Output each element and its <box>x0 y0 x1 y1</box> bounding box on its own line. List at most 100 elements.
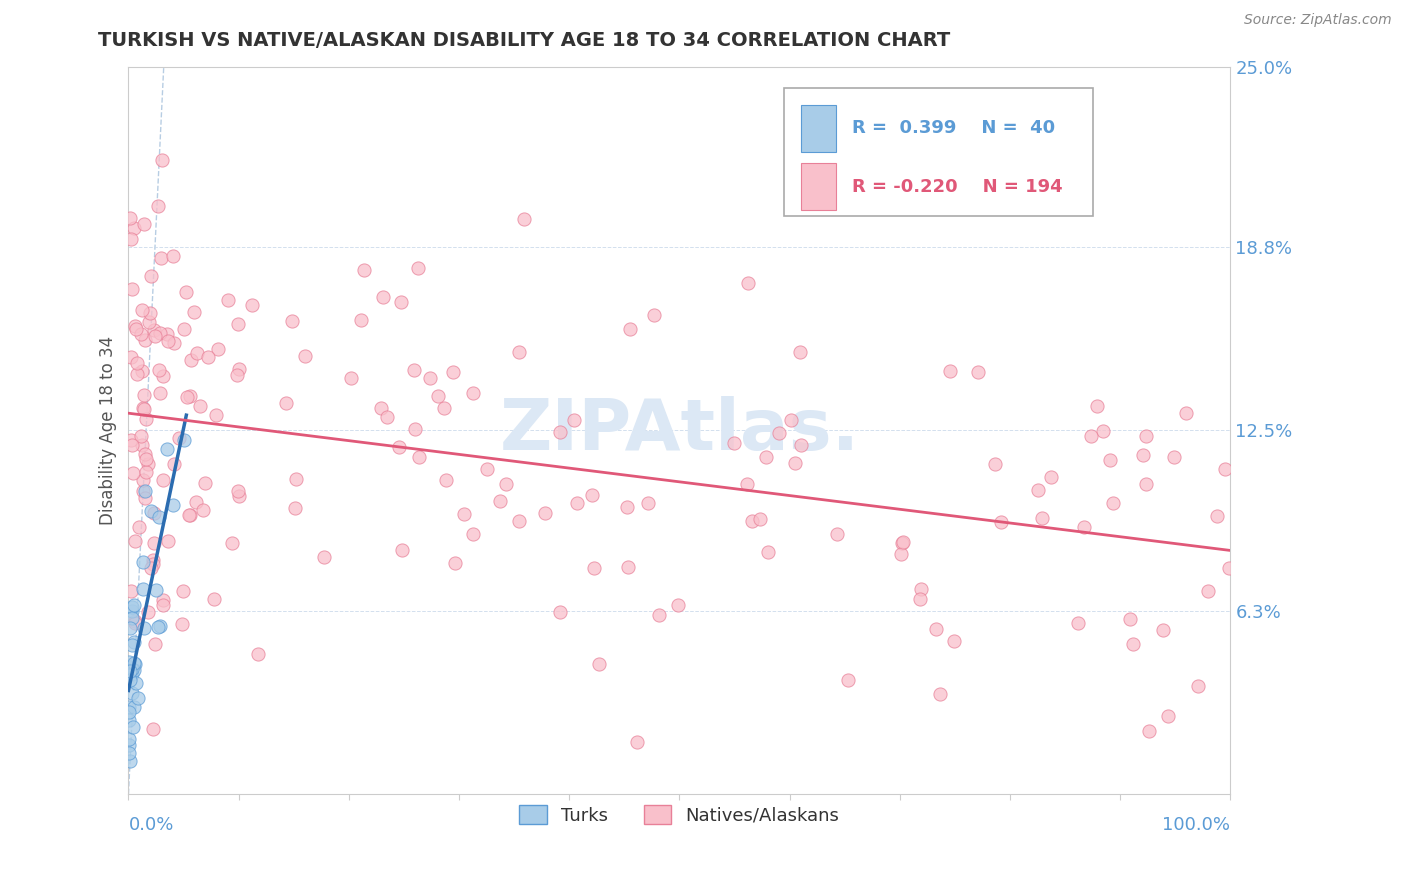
Point <box>1137 724 1160 739</box>
Point <box>340 371 363 385</box>
Point <box>221 536 243 550</box>
Point <box>120 584 142 599</box>
Point <box>121 438 143 452</box>
Point <box>284 471 307 485</box>
Point <box>172 617 194 632</box>
Point <box>1099 453 1122 467</box>
Point <box>666 598 689 612</box>
Bar <box>800 104 837 152</box>
Point <box>134 491 156 505</box>
Point <box>402 363 425 377</box>
Point <box>837 673 859 688</box>
Point <box>910 592 932 607</box>
Point <box>389 295 412 310</box>
Point <box>132 582 155 597</box>
Point <box>453 507 475 521</box>
Point <box>124 663 146 677</box>
Point <box>891 535 914 549</box>
Point <box>121 720 143 734</box>
Point <box>648 608 671 623</box>
Point <box>121 685 143 699</box>
Point <box>1067 615 1090 630</box>
Point <box>197 350 219 364</box>
Point <box>121 282 143 296</box>
Point <box>152 599 174 613</box>
Point <box>128 520 150 534</box>
Point <box>134 447 156 461</box>
Point <box>433 401 456 415</box>
Point <box>193 503 215 517</box>
Text: TURKISH VS NATIVE/ALASKAN DISABILITY AGE 18 TO 34 CORRELATION CHART: TURKISH VS NATIVE/ALASKAN DISABILITY AGE… <box>98 31 950 50</box>
Point <box>391 543 413 558</box>
Point <box>1206 509 1229 524</box>
Point <box>737 477 759 491</box>
Point <box>737 277 759 291</box>
Point <box>1102 496 1125 510</box>
Point <box>548 425 571 439</box>
Point <box>138 605 160 619</box>
Point <box>122 221 145 235</box>
Point <box>489 493 512 508</box>
Point <box>148 509 170 524</box>
Point <box>172 584 194 599</box>
Point <box>1218 560 1240 574</box>
Point <box>145 582 167 597</box>
Point <box>1119 612 1142 626</box>
Point <box>280 314 302 328</box>
Point <box>120 211 142 226</box>
Point <box>142 723 165 737</box>
Point <box>135 465 157 479</box>
Point <box>723 436 745 450</box>
Point <box>194 476 217 491</box>
Point <box>1080 429 1102 443</box>
Point <box>217 293 239 307</box>
Point <box>118 746 141 760</box>
Point <box>125 356 148 370</box>
Point <box>176 390 198 404</box>
Point <box>967 365 990 379</box>
Point <box>120 621 142 635</box>
Point <box>1132 448 1154 462</box>
Point <box>131 302 153 317</box>
Point <box>131 473 153 487</box>
Text: R = -0.220    N = 194: R = -0.220 N = 194 <box>852 178 1063 195</box>
Point <box>131 364 153 378</box>
Point <box>928 687 950 701</box>
Point <box>228 362 250 376</box>
Point <box>443 365 465 379</box>
Point <box>143 329 166 343</box>
Point <box>149 385 172 400</box>
Point <box>461 386 484 401</box>
Point <box>148 363 170 377</box>
Point <box>173 322 195 336</box>
Point <box>1122 637 1144 651</box>
Point <box>173 433 195 447</box>
Point <box>581 488 603 502</box>
Point <box>162 498 184 512</box>
Point <box>513 211 536 226</box>
Point <box>789 344 811 359</box>
Point <box>408 450 430 464</box>
Text: Source: ZipAtlas.com: Source: ZipAtlas.com <box>1244 13 1392 28</box>
Point <box>118 655 141 669</box>
Y-axis label: Disability Age 18 to 34: Disability Age 18 to 34 <box>100 335 117 524</box>
Point <box>120 232 142 246</box>
Point <box>404 421 426 435</box>
Point <box>616 500 638 515</box>
Point <box>167 431 190 445</box>
Point <box>240 298 263 312</box>
Point <box>1152 623 1174 637</box>
Point <box>754 450 776 465</box>
Point <box>142 557 165 571</box>
Point <box>294 349 316 363</box>
Point <box>121 662 143 676</box>
Point <box>179 389 201 403</box>
Point <box>226 318 249 332</box>
Point <box>124 657 146 671</box>
Point <box>122 699 145 714</box>
Point <box>1087 399 1109 413</box>
Point <box>135 412 157 426</box>
Point <box>284 501 307 516</box>
Point <box>152 473 174 487</box>
Point <box>350 312 373 326</box>
